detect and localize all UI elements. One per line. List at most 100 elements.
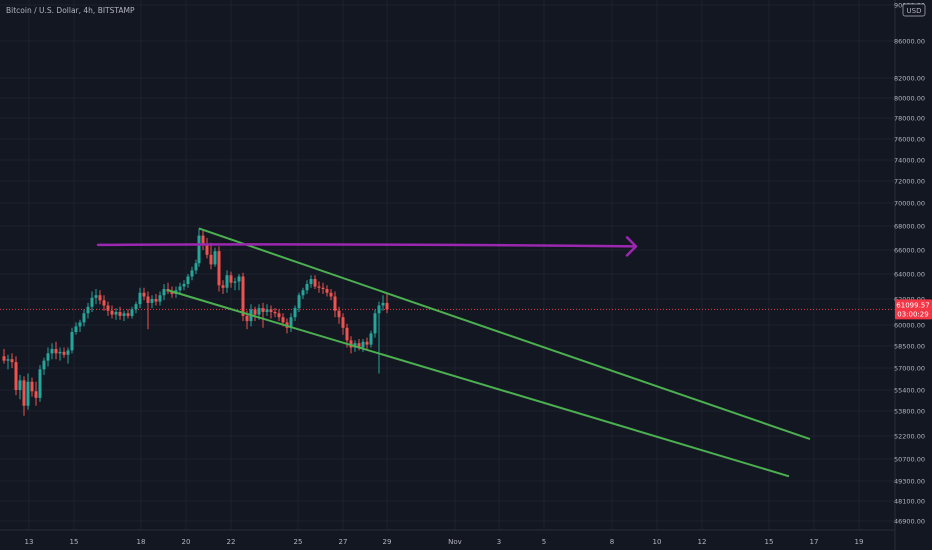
last-price-tag: 61099.57 03:00:29 <box>895 299 932 320</box>
candle-body <box>293 308 297 318</box>
candle-body <box>102 300 106 306</box>
price-tick-label: 46900.00 <box>894 518 925 526</box>
candle-body <box>233 281 237 283</box>
time-tick-label: Nov <box>448 538 462 546</box>
candle-body <box>90 297 94 307</box>
candle-body <box>373 313 377 334</box>
candle-body <box>170 291 174 294</box>
candle-body <box>118 312 122 316</box>
candle-body <box>14 362 18 390</box>
price-tick-label: 70000.00 <box>894 200 925 208</box>
candle-body <box>182 284 186 287</box>
candle-body <box>10 359 14 363</box>
candle-body <box>150 299 154 303</box>
candle-body <box>178 286 182 291</box>
candle-body <box>349 340 353 348</box>
currency-badge-label: USD <box>907 7 922 15</box>
time-tick-label: 20 <box>182 538 191 546</box>
candle-body <box>54 348 58 354</box>
candle-body <box>341 317 345 328</box>
time-tick-label: 3 <box>497 538 501 546</box>
price-tick-label: 52200.00 <box>894 433 925 441</box>
price-tick-label: 68000.00 <box>894 223 925 231</box>
candle-body <box>309 279 313 284</box>
candle-body <box>62 351 66 355</box>
candle-body <box>365 341 369 345</box>
candle-body <box>158 295 162 302</box>
time-axis[interactable]: 13 15 18 20 22 25 27 29 Nov 3 5 8 10 12 15 17 19 <box>25 538 864 546</box>
candle-body <box>245 315 249 322</box>
time-tick-label: 8 <box>610 538 614 546</box>
candle-body <box>377 305 381 314</box>
price-tick-label: 50700.00 <box>894 456 925 464</box>
candle-body <box>146 296 150 303</box>
candle-body <box>241 276 245 316</box>
candle-body <box>313 279 317 287</box>
channel-upper-line[interactable] <box>198 227 811 441</box>
time-tick-label: 22 <box>227 538 236 546</box>
candle-body <box>114 312 118 315</box>
last-price-countdown: 03:00:29 <box>897 310 928 318</box>
candle-body <box>361 341 365 348</box>
currency-badge[interactable]: USD <box>902 3 926 17</box>
candle-body <box>142 292 146 297</box>
candle-body <box>301 290 305 296</box>
candle-body <box>257 308 261 315</box>
price-tick-label: 66000.00 <box>894 247 925 255</box>
candle-body <box>265 309 269 312</box>
candle-body <box>122 313 126 316</box>
chart-grid <box>0 0 895 530</box>
candle-body <box>197 235 201 264</box>
candlestick-series <box>2 228 389 416</box>
candle-body <box>333 296 337 311</box>
candle-body <box>82 313 86 323</box>
price-tick-label: 53800.00 <box>894 408 925 416</box>
last-price-tag-box <box>895 299 932 320</box>
price-tick-label: 82000.00 <box>894 75 925 83</box>
candle-body <box>209 254 213 265</box>
candle-body <box>201 235 205 246</box>
candle-body <box>385 302 389 310</box>
candle-body <box>106 305 110 311</box>
price-tick-label: 74000.00 <box>894 157 925 165</box>
candle-body <box>289 317 293 328</box>
channel-lower-line[interactable] <box>167 289 790 478</box>
candle-body <box>221 285 225 288</box>
time-tick-label: 19 <box>855 538 864 546</box>
price-tick-label: 86000.00 <box>894 38 925 46</box>
last-price-value: 61099.57 <box>896 301 929 309</box>
candle-body <box>2 356 6 361</box>
candle-body <box>138 292 142 305</box>
price-axis[interactable]: 90000.0086000.0082000.0080000.0078000.00… <box>894 2 925 526</box>
candle-body <box>321 287 325 289</box>
price-tick-label: 64000.00 <box>894 271 925 279</box>
candle-body <box>205 245 209 255</box>
horizontal-arrow[interactable] <box>96 236 638 257</box>
candle-body <box>345 327 349 341</box>
time-tick-label: 29 <box>383 538 392 546</box>
candle-body <box>217 251 221 286</box>
candle-body <box>162 289 166 296</box>
time-tick-label: 5 <box>542 538 546 546</box>
candle-body <box>269 309 273 312</box>
candle-body <box>98 295 102 301</box>
candle-body <box>281 317 285 323</box>
candle-body <box>134 304 138 310</box>
candle-body <box>273 312 277 314</box>
drawings-layer[interactable] <box>96 227 811 478</box>
candle-body <box>18 380 22 390</box>
candle-body <box>213 251 217 265</box>
price-tick-label: 57000.00 <box>894 365 925 373</box>
price-axis-panel[interactable] <box>895 0 932 550</box>
price-tick-label: 58500.00 <box>894 343 925 351</box>
candle-body <box>297 295 301 309</box>
candle-body <box>329 292 333 297</box>
symbol-title: Bitcoin / U.S. Dollar, 4h, BITSTAMP <box>6 6 135 15</box>
candle-body <box>357 343 361 348</box>
candle-body <box>30 381 34 392</box>
candle-body <box>42 360 46 370</box>
candle-body <box>74 326 78 332</box>
candle-body <box>317 286 321 288</box>
candle-body <box>186 276 190 284</box>
